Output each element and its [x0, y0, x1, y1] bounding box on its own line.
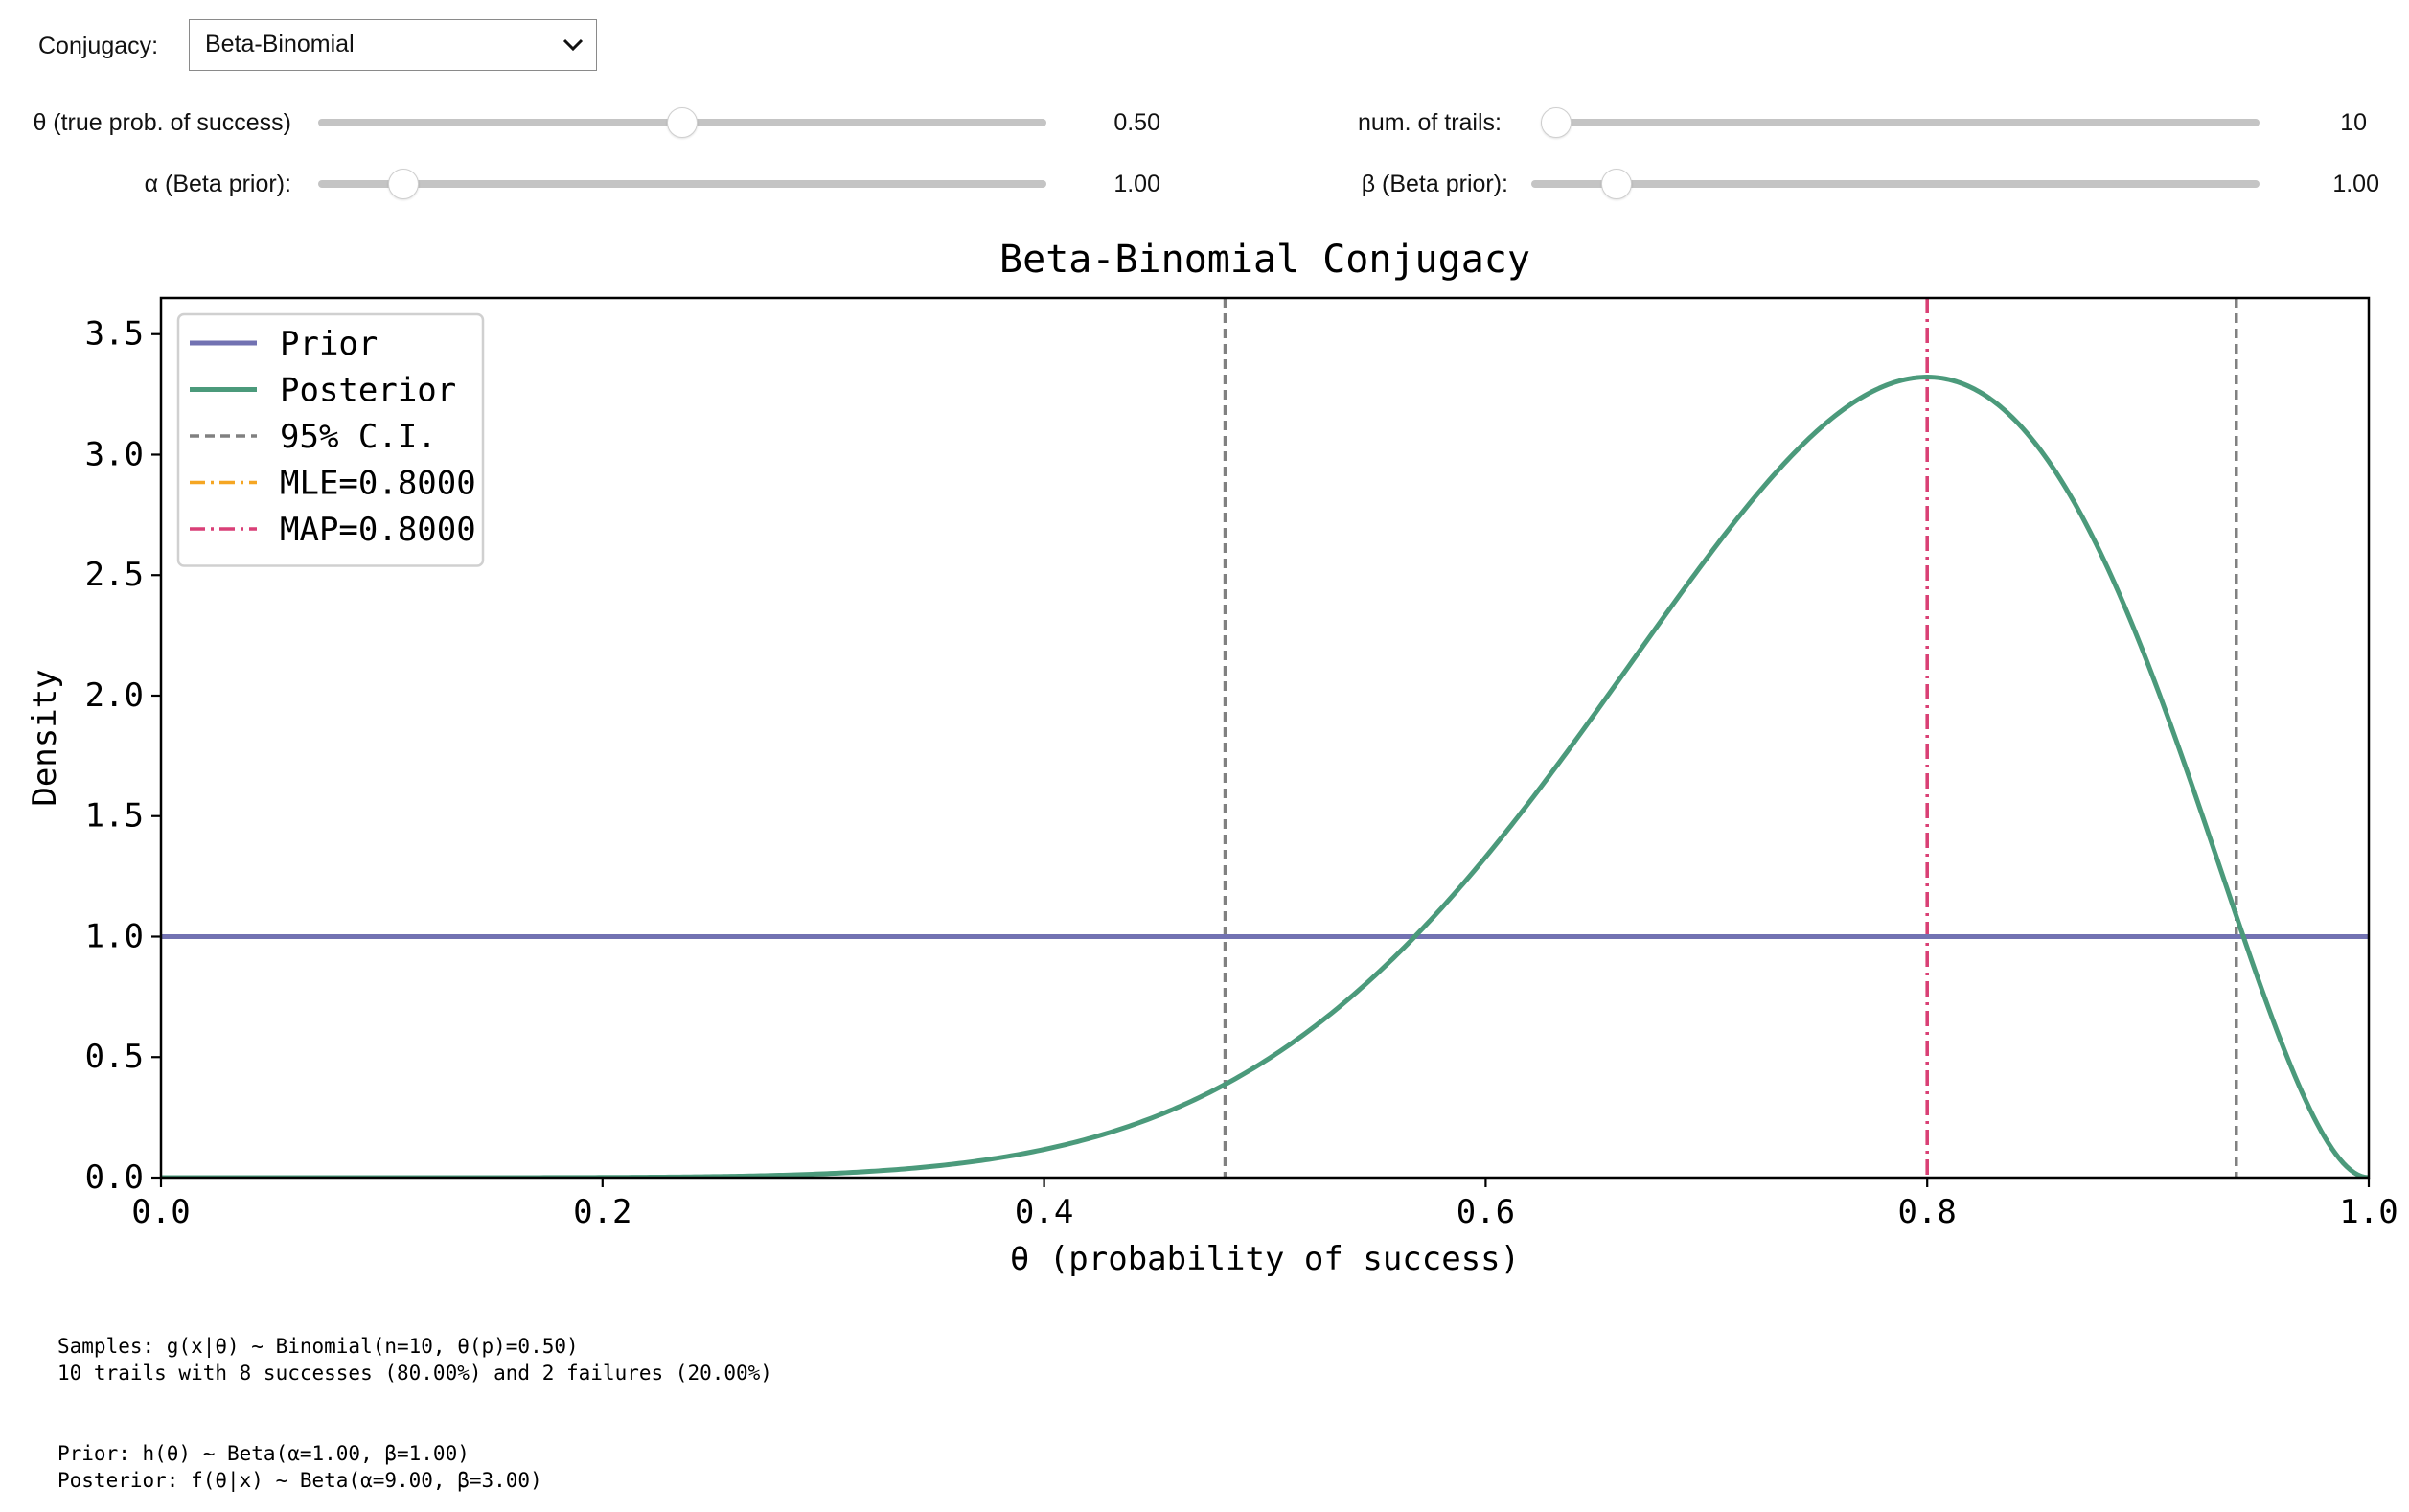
trials-slider-label: num. of trails: [1357, 109, 1502, 136]
conjugacy-select[interactable]: Beta-Binomial [189, 19, 597, 71]
conjugacy-label: Conjugacy: [38, 33, 159, 59]
theta-value: 0.50 [1113, 109, 1160, 136]
x-axis-label: θ (probability of success) [1010, 1240, 1520, 1278]
y-tick-label: 1.0 [85, 917, 144, 955]
y-axis-label: Density [26, 669, 64, 806]
trials-slider-handle[interactable] [1541, 107, 1572, 138]
samples-output-line-1: Samples: g(x|θ) ~ Binomial(n=10, θ(p)=0.… [57, 1335, 579, 1358]
y-tick-label: 0.0 [85, 1158, 144, 1197]
legend-label: Prior [280, 325, 378, 363]
trials-value: 10 [2340, 109, 2367, 136]
plot-frame [159, 296, 2371, 1180]
y-tick-label: 1.5 [85, 797, 144, 836]
theta-slider-handle[interactable] [667, 107, 698, 138]
theta-slider[interactable] [318, 107, 1046, 138]
beta-slider[interactable] [1531, 169, 2260, 199]
y-tick-label: 3.5 [85, 315, 144, 354]
x-tick-label: 0.4 [1015, 1193, 1073, 1231]
alpha-slider[interactable] [318, 169, 1046, 199]
x-tick-label: 0.8 [1897, 1193, 1956, 1231]
beta-slider-label: β (Beta prior): [1361, 171, 1508, 197]
alpha-value: 1.00 [1113, 171, 1160, 197]
chart-title: Beta-Binomial Conjugacy [999, 238, 1530, 282]
beta-binomial-chart: 0.0 0.2 0.4 0.6 0.8 1.0 0.0 0.5 1.0 1.5 2.0 2.5 3.0 3… [26, 238, 2398, 1278]
legend-label: 95% C.I. [280, 418, 437, 456]
trials-slider[interactable] [1541, 107, 2260, 138]
x-tick-label: 0.2 [573, 1193, 631, 1231]
beta-slider-handle[interactable] [1600, 169, 1632, 199]
y-tick-label: 2.0 [85, 676, 144, 715]
posterior-output-line: Posterior: f(θ|x) ~ Beta(α=9.00, β=3.00) [57, 1469, 542, 1492]
alpha-slider-handle[interactable] [387, 169, 419, 199]
beta-value: 1.00 [2332, 171, 2379, 197]
alpha-slider-label: α (Beta prior): [144, 171, 291, 197]
conjugacy-select-value: Beta-Binomial [205, 31, 355, 57]
series-line-posterior [161, 375, 2369, 1178]
legend-label: MAP=0.8000 [280, 511, 476, 549]
prior-output-line: Prior: h(θ) ~ Beta(α=1.00, β=1.00) [57, 1442, 470, 1465]
legend-box [176, 312, 485, 567]
x-tick-label: 0.0 [131, 1193, 190, 1231]
theta-slider-label: θ (true prob. of success) [33, 109, 291, 136]
x-tick-label: 1.0 [2339, 1193, 2398, 1231]
chevron-down-icon [562, 38, 584, 52]
y-tick-label: 3.0 [85, 435, 144, 473]
samples-output-line-2: 10 trails with 8 successes (80.00%) and … [57, 1362, 772, 1385]
legend-label: MLE=0.8000 [280, 465, 476, 503]
legend-label: Posterior [280, 372, 456, 410]
x-tick-label: 0.6 [1457, 1193, 1515, 1231]
y-tick-label: 0.5 [85, 1038, 144, 1076]
y-tick-label: 2.5 [85, 556, 144, 594]
